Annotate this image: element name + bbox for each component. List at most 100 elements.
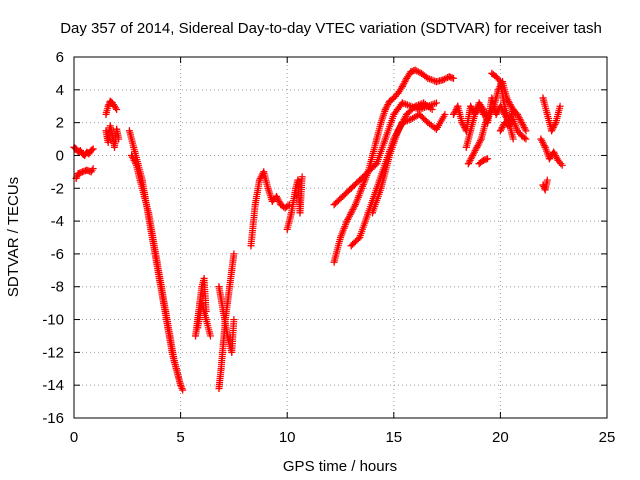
data-point	[462, 143, 470, 151]
data-point	[467, 127, 475, 135]
data-point	[177, 381, 185, 389]
data-point	[347, 209, 355, 217]
marker-trace	[541, 178, 551, 194]
data-point	[298, 173, 306, 181]
data-point	[522, 135, 530, 143]
y-tick-label: 2	[56, 115, 64, 132]
data-point	[251, 201, 259, 209]
series-s14	[330, 99, 440, 209]
series-s08	[194, 299, 214, 340]
data-point	[104, 102, 112, 110]
data-point	[518, 132, 526, 140]
data-point	[113, 106, 121, 114]
data-point	[339, 192, 347, 200]
series-s04	[102, 122, 123, 151]
data-point	[543, 110, 551, 118]
data-point	[343, 217, 351, 225]
data-point	[247, 242, 255, 250]
series-s16	[368, 99, 436, 217]
x-tick-labels: 0 5 10 15 20 25	[70, 57, 616, 446]
data-point	[432, 99, 440, 107]
data-point	[467, 102, 475, 110]
data-point	[492, 110, 500, 118]
data-point	[215, 283, 223, 291]
series-s24	[537, 135, 566, 169]
data-point	[113, 125, 121, 133]
data-point	[347, 184, 355, 192]
data-point	[373, 160, 381, 168]
data-point	[381, 135, 389, 143]
marker-trace	[166, 332, 178, 362]
x-tick-label: 20	[492, 429, 509, 446]
marker-trace	[219, 307, 231, 338]
x-tick-label: 10	[279, 429, 296, 446]
series-s22	[496, 115, 530, 143]
data-point	[277, 201, 285, 209]
data-point	[537, 135, 545, 143]
data-point	[496, 78, 504, 86]
data-point	[394, 89, 402, 97]
series-s13	[330, 66, 457, 266]
data-point	[192, 332, 200, 340]
data-point	[377, 184, 385, 192]
data-point	[509, 135, 517, 143]
grid	[74, 57, 607, 418]
y-tick-label: -14	[42, 377, 64, 394]
data-point	[541, 186, 549, 194]
marker-trace	[215, 283, 227, 313]
data-point	[228, 348, 236, 356]
series-s12	[283, 173, 306, 233]
data-point	[358, 184, 366, 192]
data-point	[548, 127, 556, 135]
data-point	[368, 151, 376, 159]
series-s10	[215, 283, 238, 356]
data-point	[469, 151, 477, 159]
y-tick-label: -2	[51, 180, 64, 197]
data-point	[484, 155, 492, 163]
data-point	[149, 234, 157, 241]
data-point	[347, 242, 355, 250]
series-s03	[102, 97, 121, 118]
data-point	[492, 73, 500, 81]
data-point	[294, 176, 302, 184]
data-point	[481, 119, 489, 127]
data-point	[398, 83, 406, 91]
data-point	[411, 102, 419, 110]
data-point	[454, 102, 462, 110]
data-point	[115, 135, 123, 143]
plot-frame	[73, 56, 608, 419]
data-point	[539, 94, 547, 102]
data-point	[415, 110, 423, 118]
data-point	[194, 324, 202, 332]
data-point	[356, 176, 364, 184]
series-s20	[475, 155, 492, 168]
data-point	[386, 97, 394, 105]
data-point	[477, 135, 485, 143]
data-point	[552, 119, 560, 127]
series-s25	[539, 176, 551, 194]
data-point	[287, 209, 295, 217]
data-point	[479, 110, 487, 118]
data-point	[439, 76, 447, 84]
series-s02	[72, 165, 97, 182]
data-point	[74, 170, 82, 178]
data-point	[398, 99, 406, 107]
data-point	[386, 151, 394, 159]
marker-trace	[247, 203, 259, 250]
y-tick-label: -4	[51, 213, 64, 230]
data-point	[464, 160, 472, 168]
data-point	[522, 127, 530, 135]
data-point	[215, 384, 223, 392]
data-point	[255, 176, 263, 184]
series-s09	[215, 250, 238, 392]
x-tick-label: 25	[599, 429, 616, 446]
data-point	[509, 115, 517, 123]
data-point	[157, 283, 165, 291]
y-tick-label: 4	[56, 82, 64, 99]
data-point	[273, 192, 281, 200]
data-point	[202, 316, 210, 324]
data-point	[140, 192, 148, 200]
data-points	[70, 66, 566, 394]
data-point	[407, 115, 415, 123]
